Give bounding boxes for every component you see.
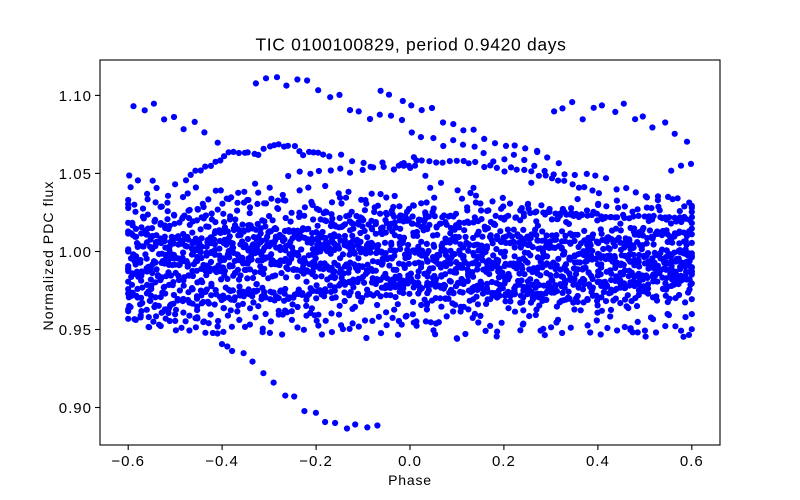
svg-text:−0.4: −0.4 bbox=[205, 453, 239, 470]
svg-text:Phase: Phase bbox=[388, 472, 432, 488]
svg-text:0.4: 0.4 bbox=[586, 453, 610, 470]
svg-text:−0.2: −0.2 bbox=[299, 453, 333, 470]
svg-text:TIC 0100100829, period 0.9420: TIC 0100100829, period 0.9420 days bbox=[255, 35, 566, 55]
svg-text:1.00: 1.00 bbox=[59, 244, 92, 261]
svg-text:0.0: 0.0 bbox=[398, 453, 422, 470]
svg-text:−0.6: −0.6 bbox=[111, 453, 145, 470]
svg-text:0.95: 0.95 bbox=[59, 322, 92, 339]
svg-text:0.90: 0.90 bbox=[59, 400, 92, 417]
svg-text:1.05: 1.05 bbox=[59, 166, 92, 183]
svg-text:1.10: 1.10 bbox=[59, 88, 92, 105]
svg-text:0.2: 0.2 bbox=[492, 453, 516, 470]
svg-text:Normalized PDC flux: Normalized PDC flux bbox=[40, 181, 56, 331]
svg-text:0.6: 0.6 bbox=[680, 453, 704, 470]
